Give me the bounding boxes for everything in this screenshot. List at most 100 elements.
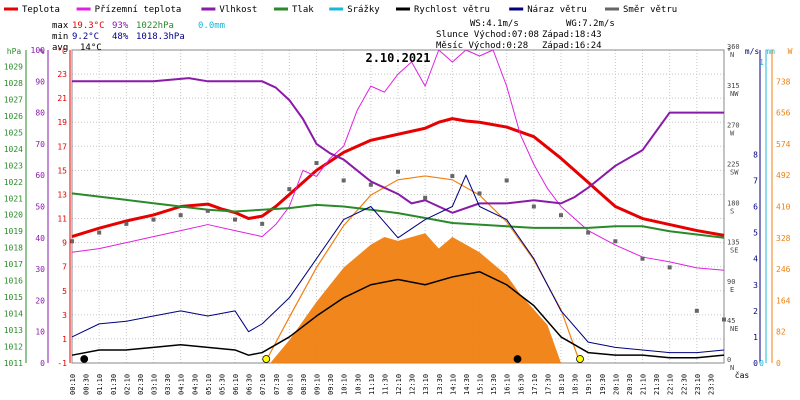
- humidity-tick: 100: [31, 46, 46, 55]
- stat-avg-label: avg: [52, 43, 68, 53]
- direction-tick: E: [730, 286, 734, 294]
- stat-max-label: max: [52, 21, 69, 31]
- wind-direction-point: [586, 230, 591, 235]
- radiation-tick: 574: [776, 140, 791, 149]
- direction-tick: N: [730, 364, 734, 372]
- humidity-tick: 20: [35, 296, 45, 305]
- humidity-tick: 10: [35, 328, 45, 337]
- pressure-tick: 1025: [4, 128, 23, 137]
- time-tick: 19:30: [599, 374, 607, 395]
- wind-tick: 8: [753, 150, 758, 159]
- radiation-tick: 82: [776, 328, 786, 337]
- wind-direction-point: [205, 208, 210, 213]
- humidity-tick: 40: [35, 234, 45, 243]
- moonrise-marker: [80, 355, 89, 363]
- radiation-tick: 246: [776, 265, 791, 274]
- legend-label: Směr větru: [623, 5, 677, 15]
- wind-direction-point: [640, 256, 645, 261]
- time-tick: 22:30: [680, 374, 688, 395]
- legend-label: Srážky: [347, 5, 380, 15]
- pressure-tick: 1029: [4, 62, 23, 71]
- time-tick: 23:30: [707, 374, 715, 395]
- time-tick: 20:10: [612, 374, 620, 395]
- wind-direction-point: [178, 213, 183, 218]
- temperature-tick: 11: [57, 215, 67, 224]
- axes: 1011101210131014101510161017101810191020…: [4, 43, 793, 395]
- unit-deg: °: [727, 47, 732, 56]
- direction-tick: 0: [727, 356, 731, 364]
- sun-moon-markers: [80, 355, 584, 363]
- temperature-tick: 21: [57, 94, 67, 103]
- pressure-tick: 1019: [4, 227, 23, 236]
- legend-label: Teplota: [22, 5, 60, 15]
- wind-direction-point: [694, 308, 699, 313]
- time-tick: 08:30: [300, 374, 308, 395]
- wind-tick: 1: [753, 333, 758, 342]
- time-tick: 20:30: [626, 374, 634, 395]
- pressure-tick: 1015: [4, 293, 23, 302]
- direction-tick: S: [730, 208, 734, 216]
- stat-avg-temp: 14°C: [80, 43, 102, 53]
- pressure-tick: 1011: [4, 359, 23, 368]
- unit-pct: %: [40, 47, 45, 56]
- info-block: WS:4.1m/s WG:7.2m/s Slunce Východ:07:08 …: [436, 19, 615, 51]
- direction-tick: 45: [727, 317, 735, 325]
- humidity-tick: 90: [35, 77, 45, 86]
- radiation-tick: 738: [776, 77, 791, 86]
- time-tick: 13:10: [422, 374, 430, 395]
- radiation-tick: 410: [776, 203, 791, 212]
- time-tick: 23:10: [694, 374, 702, 395]
- time-tick: 21:10: [640, 374, 648, 395]
- wind-direction-point: [341, 178, 346, 183]
- time-tick: 06:10: [232, 374, 240, 395]
- time-tick: 14:10: [449, 374, 457, 395]
- time-tick: 07:10: [259, 374, 267, 395]
- legend-label: Přízemní teplota: [95, 5, 182, 15]
- direction-tick: SW: [730, 168, 739, 176]
- time-tick: 18:30: [572, 374, 580, 395]
- pressure-tick: 1023: [4, 161, 23, 170]
- unit-degc: °C: [57, 47, 67, 56]
- legend: Teplota Přízemní teplota Vlhkost Tlak Srážky…: [4, 5, 677, 15]
- info-sun-set: Západ:18:43: [542, 30, 602, 40]
- radiation-tick: 0: [776, 359, 781, 368]
- humidity-tick: 50: [35, 203, 45, 212]
- time-tick: 04:30: [191, 374, 199, 395]
- wind-direction-point: [613, 239, 618, 244]
- unit-ms: m/s: [745, 47, 760, 56]
- pressure-tick: 1013: [4, 326, 23, 335]
- time-tick: 05:10: [205, 374, 213, 395]
- stat-max-temp: 19.3°C: [72, 21, 105, 31]
- moonset-marker: [513, 355, 522, 363]
- wind-direction-point: [504, 178, 509, 183]
- pressure-tick: 1016: [4, 277, 23, 286]
- stat-max-press: 1022hPa: [136, 21, 174, 31]
- sun-curve: [264, 175, 581, 364]
- time-tick: 00:10: [69, 374, 77, 395]
- direction-tick: 90: [727, 278, 735, 286]
- wind-direction-point: [260, 221, 265, 226]
- unit-hpa: hPa: [7, 47, 22, 56]
- radiation-fills: [264, 175, 581, 364]
- chart-title: 2.10.2021: [365, 51, 430, 65]
- info-moon-set: Západ:16:24: [542, 41, 602, 51]
- wind-direction-point: [722, 317, 726, 322]
- wind-direction-point: [477, 191, 482, 196]
- wind-tick: 6: [753, 203, 758, 212]
- pressure-tick: 1017: [4, 260, 23, 269]
- pressure-tick: 1027: [4, 95, 23, 104]
- time-tick: 15:30: [490, 374, 498, 395]
- direction-tick: 360: [727, 43, 740, 51]
- pressure-tick: 1020: [4, 211, 23, 220]
- temperature-tick: 9: [62, 239, 67, 248]
- stat-max-hum: 93%: [112, 21, 129, 31]
- time-tick: 09:10: [314, 374, 322, 395]
- wind-tick: 7: [753, 176, 758, 185]
- wind-direction-point: [314, 161, 319, 166]
- radiation-area: [270, 233, 561, 363]
- pressure-tick: 1026: [4, 112, 23, 121]
- series-line: [72, 77, 724, 214]
- direction-tick: 270: [727, 121, 740, 129]
- pressure-tick: 1018: [4, 244, 23, 253]
